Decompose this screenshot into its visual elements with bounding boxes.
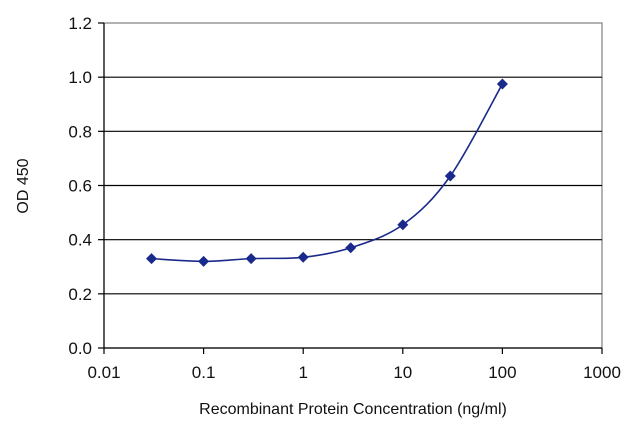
x-tick-label: 0.01 (87, 363, 120, 382)
y-tick-label: 0.4 (68, 231, 92, 250)
data-point-marker (245, 253, 257, 265)
x-axis-ticks: 0.01 0.1 1 10 100 1000 (87, 348, 621, 382)
data-point-marker (444, 170, 456, 182)
y-tick-label: 1.2 (68, 14, 92, 33)
y-tick-label: 0.0 (68, 339, 92, 358)
data-series (146, 78, 508, 267)
x-tick-label: 1 (298, 363, 307, 382)
x-axis-label: Recombinant Protein Concentration (ng/ml… (199, 401, 507, 418)
y-axis-ticks: 0.0 0.2 0.4 0.6 0.8 1.0 1.2 (68, 14, 104, 358)
data-point-marker (397, 219, 409, 231)
data-point-marker (496, 78, 508, 90)
y-tick-label: 1.0 (68, 68, 92, 87)
data-point-marker (297, 251, 309, 263)
x-tick-label: 0.1 (192, 363, 216, 382)
y-axis-label: OD 450 (15, 158, 32, 213)
y-tick-label: 0.2 (68, 285, 92, 304)
x-tick-label: 100 (488, 363, 516, 382)
data-point-marker (345, 242, 357, 254)
x-tick-label: 10 (393, 363, 412, 382)
grid-lines (104, 76, 602, 295)
data-point-marker (198, 255, 210, 267)
data-point-marker (146, 253, 158, 265)
y-tick-label: 0.6 (68, 177, 92, 196)
x-tick-label: 1000 (583, 363, 621, 382)
y-tick-label: 0.8 (68, 122, 92, 141)
